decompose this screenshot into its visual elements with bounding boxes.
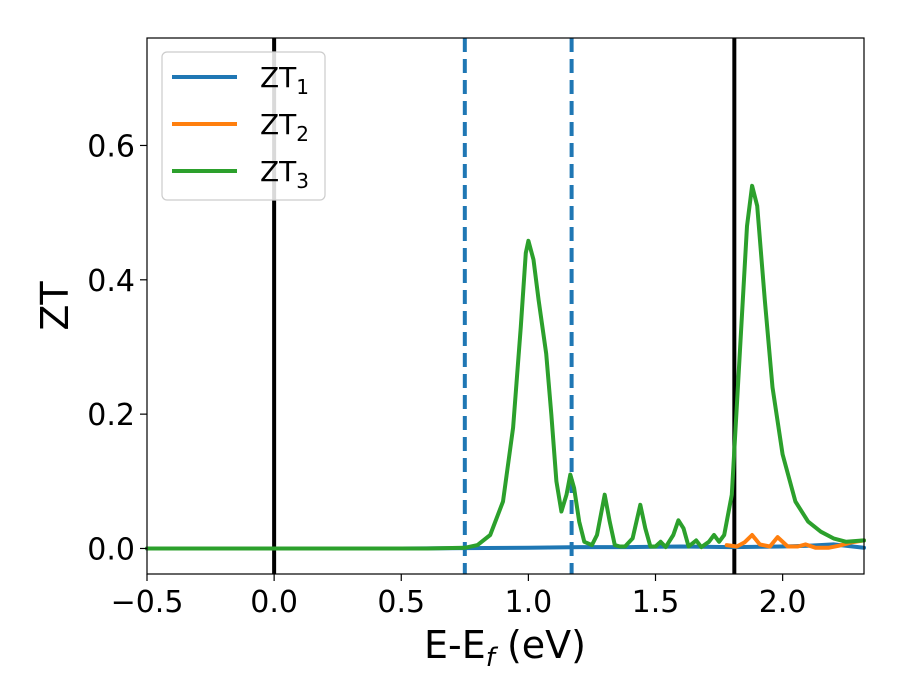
x-axis-ticks: −0.5 0.0 0.5 1.0 1.5 2.0 bbox=[111, 574, 807, 620]
legend-label-zt1: ZT1 bbox=[260, 61, 309, 99]
x-tick-label: −0.5 bbox=[111, 585, 184, 620]
y-tick-label: 0.0 bbox=[87, 532, 135, 567]
x-axis-label: E-Ef (eV) bbox=[424, 623, 586, 673]
y-axis-label: ZT bbox=[33, 281, 77, 331]
y-tick-label: 0.4 bbox=[87, 264, 135, 299]
x-tick-label: 1.0 bbox=[505, 585, 553, 620]
series-lines bbox=[145, 183, 866, 551]
series-line-zt2 bbox=[724, 533, 866, 550]
series-line-zt3 bbox=[145, 183, 866, 551]
x-tick-label: 0.0 bbox=[250, 585, 298, 620]
x-tick-label: 0.5 bbox=[377, 585, 425, 620]
plot-frame bbox=[146, 37, 865, 575]
legend-label-zt3: ZT3 bbox=[260, 155, 309, 193]
x-axis-label-main: E-E bbox=[424, 623, 486, 667]
y-tick-label: 0.2 bbox=[87, 398, 135, 433]
x-tick-label: 2.0 bbox=[759, 585, 807, 620]
y-tick-label: 0.6 bbox=[87, 129, 135, 164]
legend-box bbox=[161, 51, 326, 201]
x-tick-label: 1.5 bbox=[632, 585, 680, 620]
x-axis-label-tail: (eV) bbox=[495, 623, 586, 667]
y-axis-ticks: 0.0 0.2 0.4 0.6 bbox=[87, 129, 147, 567]
legend-label-zt2: ZT2 bbox=[260, 108, 309, 146]
legend: ZT1 ZT2 ZT3 bbox=[161, 51, 326, 201]
